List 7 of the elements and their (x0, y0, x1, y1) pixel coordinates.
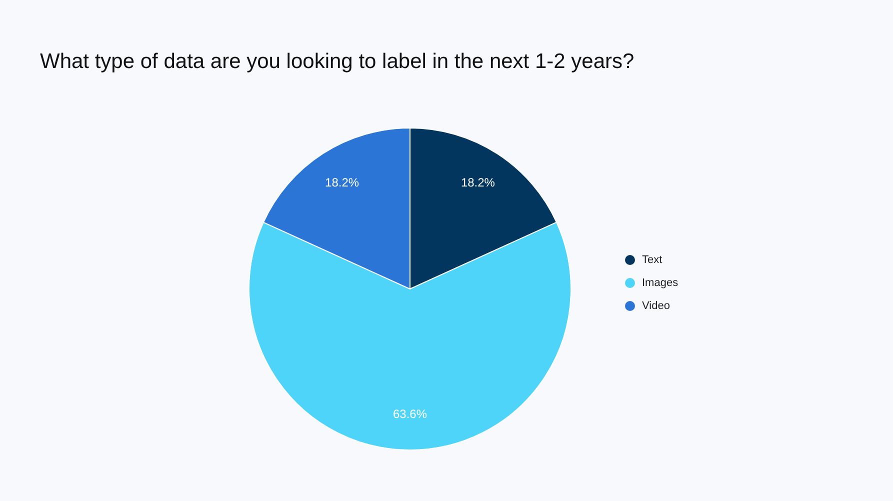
legend-label: Video (642, 300, 670, 312)
data-label: 18.2% (460, 176, 496, 190)
legend-label: Text (642, 254, 662, 266)
data-label: 63.6% (392, 406, 428, 421)
data-label: 18.2% (325, 176, 360, 190)
chart-title: What type of data are you looking to label in the next 1-2 years? (40, 50, 634, 73)
legend-label: Images (642, 276, 679, 289)
